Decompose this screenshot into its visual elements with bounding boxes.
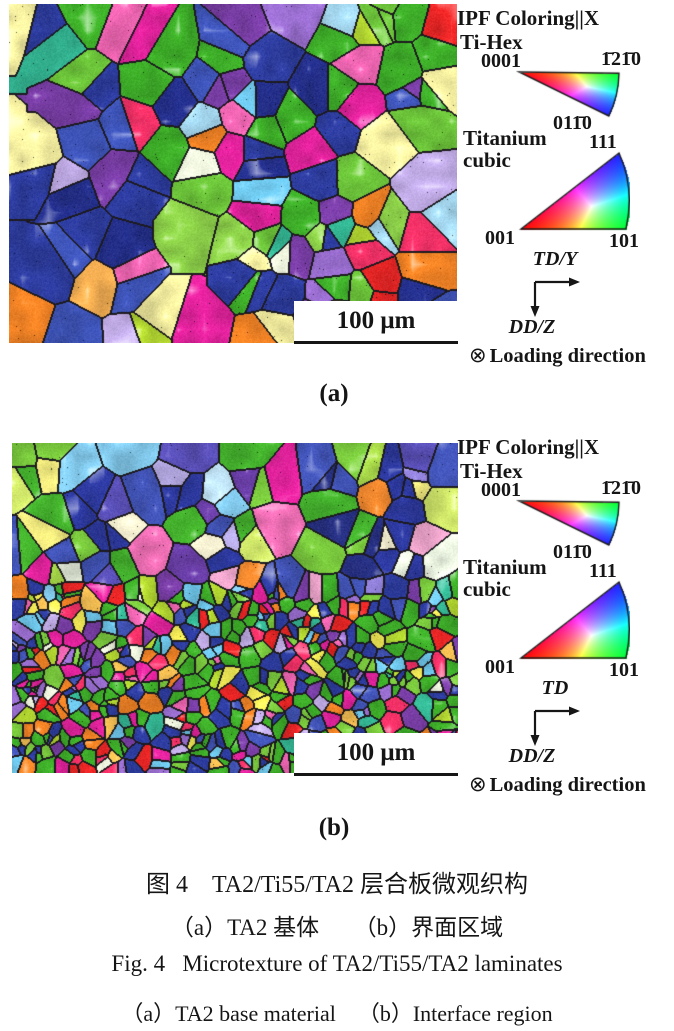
axis-horizontal-label: TD/Y [532,248,578,270]
phase-titanium-label: Titanium [463,555,547,579]
caption-en-title: Fig. 4 Microtexture of TA2/Ti55/TA2 lami… [111,951,563,976]
hex-corner-0001: 0001 [481,479,521,501]
axes-arrow-icon [530,706,580,746]
phase-cubic-label: cubic [463,577,511,601]
hex-corner-0110: 011̄0 [553,541,592,563]
hex-corner-1210: 1̄21̄0 [601,477,641,499]
cubic-ipf-triangle-a [518,150,630,232]
hex-ipf-triangle-a [516,67,622,119]
hex-corner-0001: 0001 [481,50,521,72]
cubic-corner-001: 001 [485,227,515,249]
scale-bar-b-label: 100 μm [336,739,416,766]
phase-titanium-label: Titanium [463,126,547,150]
loading-direction-icon: ⊗ [469,343,487,367]
panel-a-label: (a) [319,380,349,407]
loading-direction-label: Loading direction [489,345,646,367]
loading-direction-line: ⊗ Loading direction [469,773,646,796]
cubic-corner-001: 001 [485,656,515,678]
ipf-coloring-title: IPF Coloring||X [457,435,600,459]
loading-direction-icon: ⊗ [469,772,487,796]
cubic-corner-111: 111 [589,560,617,582]
axis-horizontal-label: TD [541,677,569,699]
cubic-corner-101: 101 [609,659,639,681]
legend-b: IPF Coloring||X Ti-Hex 0001 1̄21̄0 011̄0… [457,436,674,831]
axis-vertical-label: DD/Z [508,316,556,338]
cubic-corner-111: 111 [589,131,617,153]
hex-corner-1210: 1̄21̄0 [601,48,641,70]
caption-zh-title: 图 4 TA2/Ti55/TA2 层合板微观织构 [146,872,528,898]
panel-b-label: (b) [318,814,350,841]
caption-zh-subtitle: （a）TA2 基体 （b）界面区域 [170,915,504,940]
hex-ipf-triangle-b [516,496,622,548]
axes-arrow-icon [530,277,580,317]
legend-a: IPF Coloring||X Ti-Hex 0001 1̄21̄0 011̄0… [457,7,674,402]
micrograph-a [9,4,457,343]
ipf-coloring-title: IPF Coloring||X [457,6,600,30]
loading-direction-line: ⊗ Loading direction [469,344,646,367]
loading-direction-label: Loading direction [489,774,646,796]
hex-corner-0110: 011̄0 [553,112,592,134]
micrograph-b [12,443,458,773]
scale-bar-b: 100 μm [294,733,458,776]
axis-vertical-label: DD/Z [508,745,556,767]
phase-ti-hex-label: Ti-Hex [460,30,523,54]
phase-ti-hex-label: Ti-Hex [460,459,523,483]
scale-bar-a: 100 μm [294,301,458,344]
phase-cubic-label: cubic [463,148,511,172]
cubic-corner-101: 101 [609,230,639,252]
scale-bar-a-label: 100 μm [336,307,416,334]
caption-en-subtitle: （a）TA2 base material （b）Interface region [121,1001,553,1026]
cubic-ipf-triangle-b [518,579,630,661]
